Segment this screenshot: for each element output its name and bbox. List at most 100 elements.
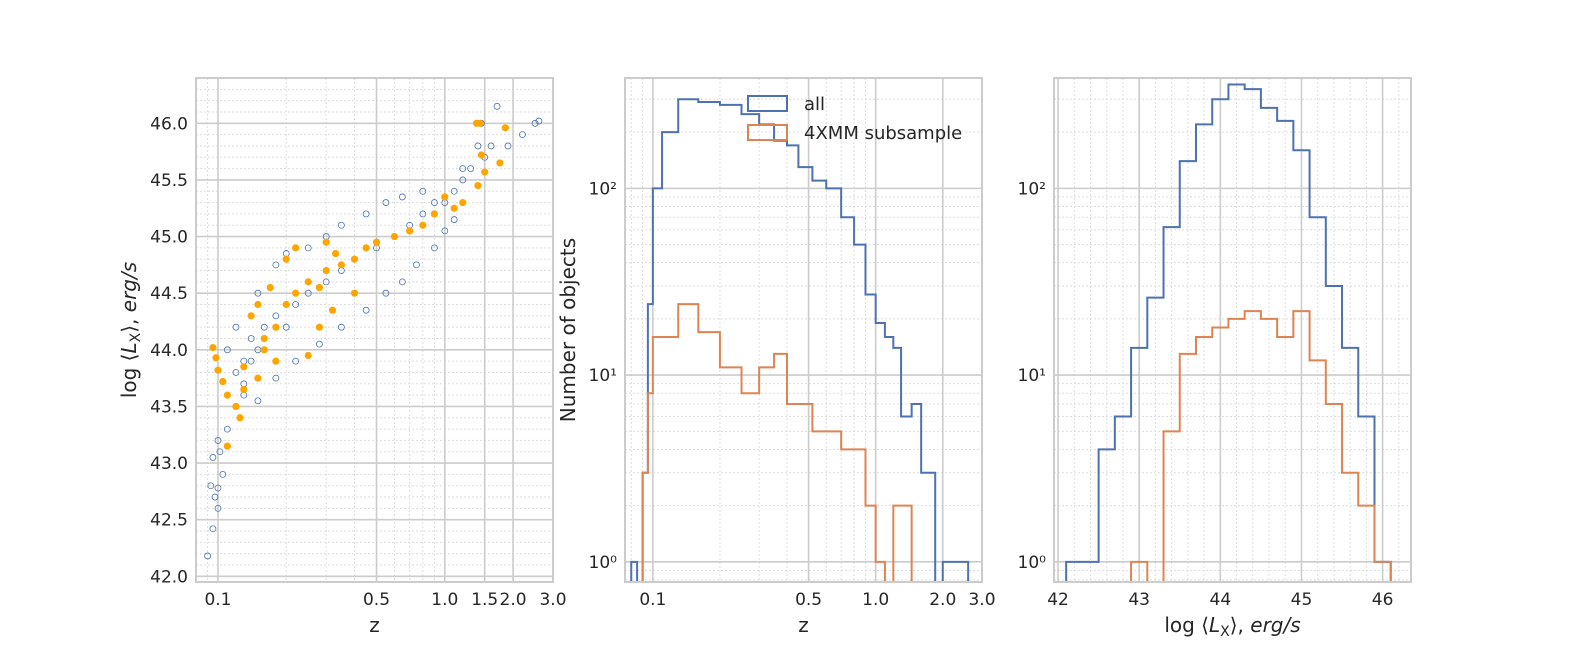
x-axis-label: log ⟨LX⟩, erg/s (1164, 613, 1300, 640)
axes-frame (195, 77, 554, 583)
y-tick-label: 10¹ (1018, 366, 1046, 386)
scatter-point-filled (430, 210, 439, 218)
scatter-point-open (322, 278, 330, 286)
scatter-point-open (450, 187, 458, 195)
scatter-point-filled (212, 354, 220, 362)
major-grid (1054, 78, 1411, 582)
scatter-point-filled (372, 238, 381, 246)
x-tick-label: 43 (1128, 590, 1150, 610)
y-tick-label: 42.0 (150, 567, 188, 587)
scatter-point-open (223, 425, 231, 433)
y-tick-label: 45.5 (150, 171, 188, 191)
scatter-point-open (441, 227, 449, 235)
scatter-point-filled (209, 343, 217, 352)
scatter-point-filled (240, 385, 248, 394)
scatter-point-open (519, 131, 526, 139)
x-tick-label: 0.1 (639, 590, 666, 610)
x-axis-label: z (369, 613, 380, 637)
scatter-point-filled (501, 124, 509, 132)
scatter-point-open (272, 312, 280, 320)
scatter-point-open (214, 484, 222, 492)
scatter-point-filled (390, 232, 399, 241)
scatter-point-open (254, 397, 262, 405)
scatter-point-filled (272, 323, 280, 331)
scatter-point-open (207, 482, 215, 490)
scatter-point-filled (232, 402, 240, 411)
scatter-point-filled (315, 283, 323, 292)
histogram-step-all (1065, 83, 1392, 582)
minor-grid (196, 78, 553, 582)
scatter-point-open (474, 142, 482, 150)
scatter-point-filled (477, 151, 485, 159)
scatter-point-filled (419, 221, 427, 229)
scatter-point-open (450, 216, 458, 223)
scatter-point-open (247, 357, 255, 365)
scatter-point-filled (236, 414, 244, 422)
x-tick-label: 3.0 (539, 590, 566, 610)
x-tick-label: 2.0 (500, 590, 527, 610)
scatter-point-filled (247, 312, 255, 320)
scatter-point-filled (350, 289, 359, 297)
scatter-point-filled (292, 289, 300, 297)
y-tick-label: 43.5 (150, 397, 188, 417)
x-axis-label: z (798, 613, 809, 637)
scatter-point-open (337, 323, 345, 331)
x-tick-label: 3.0 (968, 590, 995, 610)
scatter-point-filled (481, 168, 489, 176)
scatter-point-open (362, 306, 370, 314)
scatter-point-filled (315, 323, 323, 331)
chart-1: 0.1 0.5 1.0 1.5 2.0 3.0 42.0 42.5 43.0 43.5 44.0 44… (117, 77, 567, 637)
scatter-point-open (292, 357, 300, 365)
scatter-point-filled (331, 249, 340, 258)
scatter-point-filled (441, 193, 449, 201)
scatter-point-filled (260, 346, 268, 354)
scatter-point-open (459, 176, 467, 184)
data-layer (204, 102, 543, 560)
scatter-point-open (214, 504, 222, 512)
y-tick-label: 44.5 (150, 284, 188, 304)
y-axis-label: log ⟨LX⟩, erg/s (117, 262, 144, 398)
legend-label: 4XMM subsample (804, 123, 962, 144)
x-tick-label: 0.5 (795, 590, 822, 610)
scatter-point-open (214, 437, 222, 444)
scatter-point-filled (304, 351, 312, 360)
scatter-point-filled (254, 374, 262, 382)
scatter-point-open (535, 117, 543, 125)
x-tick-label: 45 (1291, 590, 1313, 610)
scatter-point-filled (240, 363, 248, 371)
y-tick-label: 10² (1018, 179, 1046, 199)
scatter-point-open (419, 210, 427, 218)
scatter-point-open (382, 199, 390, 206)
y-tick-label: 42.5 (150, 511, 188, 531)
scatter-point-open (493, 102, 501, 110)
scatter-point-open (467, 165, 475, 173)
scatter-point-filled (223, 442, 231, 450)
scatter-point-filled (450, 204, 458, 212)
scatter-point-filled (254, 300, 262, 309)
scatter-point-filled (406, 227, 414, 235)
scatter-point-open (315, 340, 323, 348)
scatter-point-filled (282, 300, 290, 309)
scatter-point-open (254, 289, 262, 297)
x-tick-label: 2.0 (929, 590, 956, 610)
scatter-point-filled (496, 159, 504, 167)
y-tick-label: 46.0 (150, 114, 188, 134)
scatter-point-open (398, 278, 406, 286)
scatter-point-open (209, 454, 217, 461)
scatter-point-filled (282, 255, 290, 263)
chart-2: 0.1 0.5 1.0 2.0 3.0 10⁰ 10¹ 10² z Number of objec… (556, 77, 996, 637)
x-tick-label: 46 (1372, 590, 1394, 610)
scatter-point-filled (337, 261, 345, 269)
legend-swatch-all (747, 95, 788, 112)
major-grid (196, 78, 554, 582)
scatter-point-open (247, 335, 255, 342)
scatter-point-filled (476, 119, 484, 127)
axes-frame (624, 77, 983, 583)
x-tick-label: 0.5 (363, 590, 390, 610)
scatter-point-open (531, 119, 539, 127)
scatter-point-open (362, 210, 370, 218)
scatter-point-open (272, 261, 280, 269)
scatter-point-open (282, 323, 290, 331)
y-tick-label: 44.0 (150, 341, 188, 361)
scatter-point-open (431, 244, 438, 252)
